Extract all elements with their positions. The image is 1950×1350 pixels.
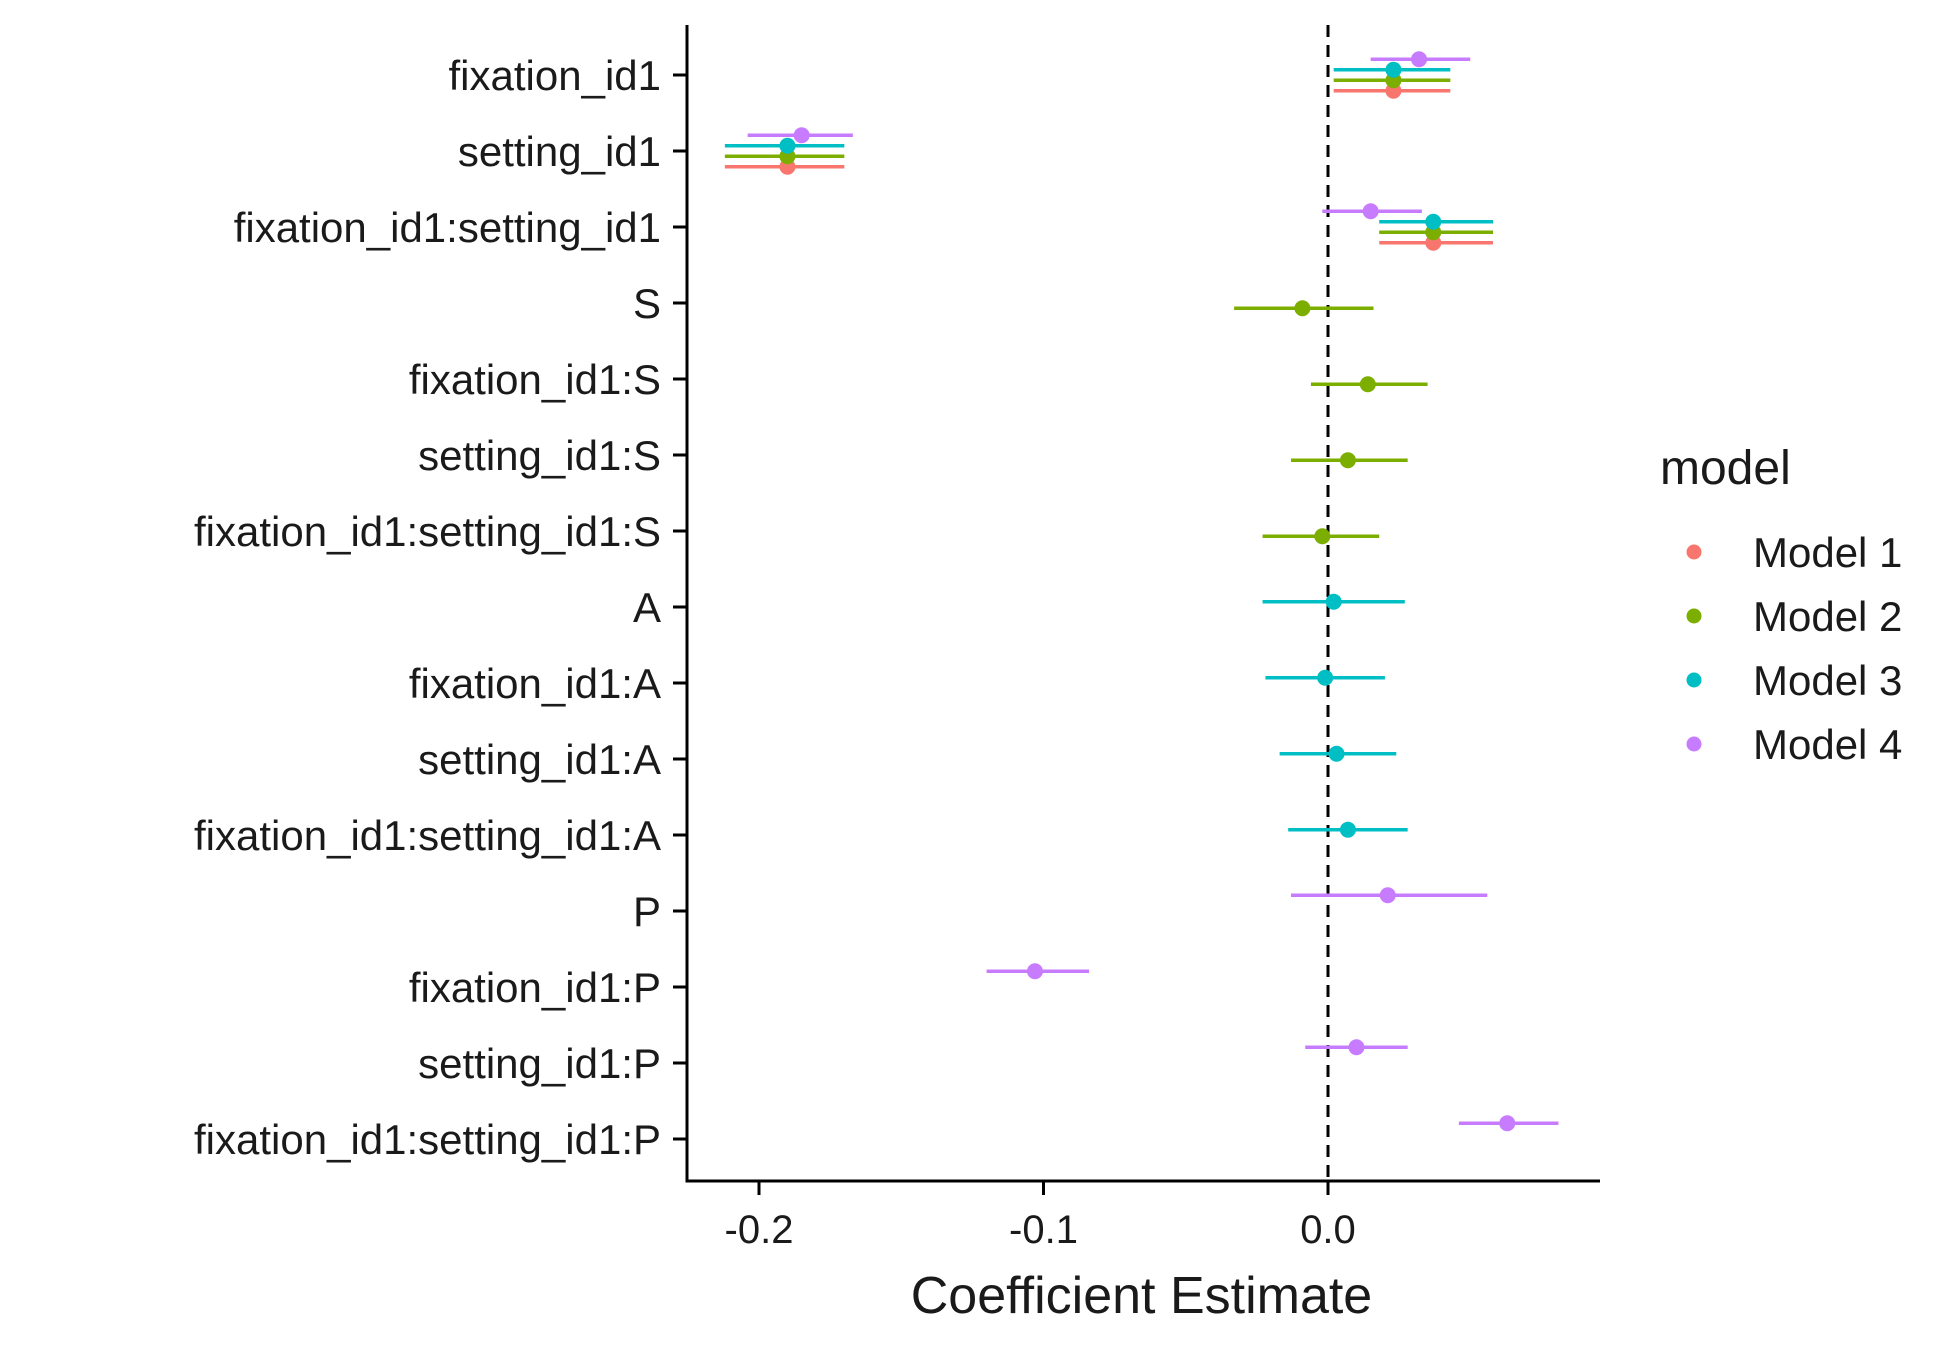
y-tick-label-fixation-id1-setting-id1: fixation_id1:setting_id1 (234, 204, 661, 251)
y-tick-label-fixation-id1-a: fixation_id1:A (409, 660, 661, 707)
point-model-3-fixation-id1-setting-id1 (1425, 213, 1442, 230)
point-model-4-fixation-id1-p (1026, 963, 1043, 980)
series-model-2 (724, 72, 1494, 545)
y-tick-label-setting-id1-s: setting_id1:S (418, 432, 661, 479)
legend-key-model-4 (1686, 736, 1702, 752)
legend-title: model (1660, 442, 1791, 495)
point-model-2-setting-id1-s (1339, 452, 1356, 469)
y-tick-label-fixation-id1-s: fixation_id1:S (409, 356, 661, 403)
point-model-3-fixation-id1-setting-id1-a (1339, 821, 1356, 838)
y-tick-label-s: S (633, 280, 661, 327)
legend-key-model-3 (1686, 672, 1702, 688)
point-model-3-fixation-id1-a (1317, 669, 1334, 686)
y-tick-label-fixation-id1-setting-id1-a: fixation_id1:setting_id1:A (194, 812, 661, 859)
legend-label-model-4: Model 4 (1753, 721, 1902, 768)
x-tick-label-0-1: -0.1 (1009, 1208, 1078, 1252)
legend-key-model-1 (1686, 544, 1702, 560)
series-model-4 (747, 51, 1559, 1132)
y-tick-label-a: A (633, 584, 661, 631)
point-model-3-setting-id1 (779, 137, 796, 154)
point-model-4-fixation-id1 (1411, 51, 1428, 68)
y-tick-label-fixation-id1-setting-id1-s: fixation_id1:setting_id1:S (194, 508, 661, 555)
y-tick-label-p: P (633, 888, 661, 935)
y-tick-label-fixation-id1-p: fixation_id1:P (409, 964, 661, 1011)
x-tick-label-0-0: 0.0 (1300, 1208, 1356, 1252)
series-model-3 (724, 61, 1494, 838)
x-tick-label-0-2: -0.2 (725, 1208, 794, 1252)
point-model-3-a (1325, 593, 1342, 610)
y-axis-ticks: fixation_id1 setting_id1 fixation_id1:sett… (194, 52, 687, 1163)
point-model-3-fixation-id1 (1385, 61, 1402, 78)
point-model-4-p (1379, 887, 1396, 904)
axes (685, 25, 1600, 1183)
y-tick-label-fixation-id1-setting-id1-p: fixation_id1:setting_id1:P (194, 1116, 661, 1163)
point-model-2-fixation-id1-setting-id1-s (1314, 528, 1331, 545)
y-tick-label-fixation-id1: fixation_id1 (449, 52, 661, 99)
legend-label-model-2: Model 2 (1753, 593, 1902, 640)
legend: model Model 1 Model 2 Model 3 Model 4 (1660, 442, 1902, 768)
y-tick-label-setting-id1-p: setting_id1:P (418, 1040, 661, 1087)
y-tick-label-setting-id1-a: setting_id1:A (418, 736, 661, 783)
legend-label-model-1: Model 1 (1753, 529, 1902, 576)
legend-key-model-2 (1686, 608, 1702, 624)
point-model-2-s (1294, 300, 1311, 317)
point-model-4-fixation-id1-setting-id1-p (1499, 1115, 1516, 1132)
y-tick-label-setting-id1: setting_id1 (458, 128, 661, 175)
point-model-3-setting-id1-a (1328, 745, 1345, 762)
point-model-2-fixation-id1-s (1359, 376, 1376, 393)
point-model-4-setting-id1 (793, 127, 810, 144)
x-axis-title: Coefficient Estimate (911, 1267, 1372, 1325)
point-model-4-setting-id1-p (1348, 1039, 1365, 1056)
data-layer (724, 51, 1559, 1132)
point-model-4-fixation-id1-setting-id1 (1362, 203, 1379, 220)
x-axis-ticks: -0.2 -0.1 0.0 (725, 1181, 1356, 1252)
series-model-1 (724, 82, 1494, 251)
legend-label-model-3: Model 3 (1753, 657, 1902, 704)
